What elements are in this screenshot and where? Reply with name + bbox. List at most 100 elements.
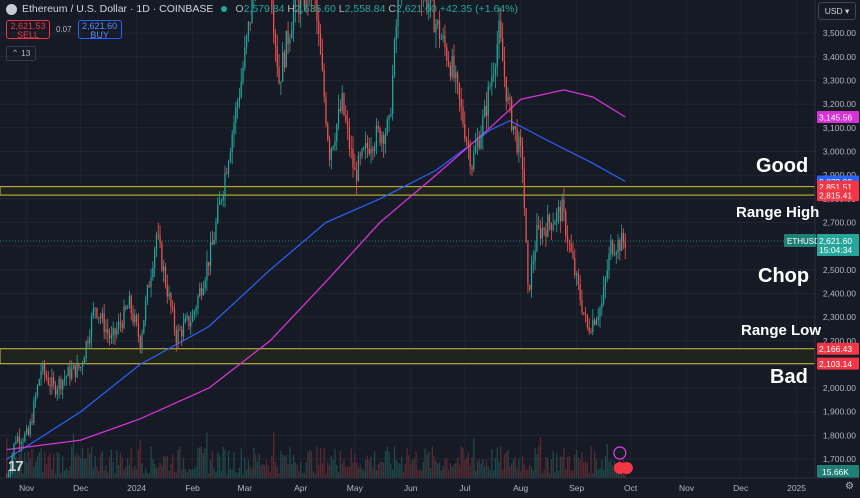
candle-body xyxy=(460,98,462,107)
candle-body xyxy=(123,306,125,328)
volume-bar xyxy=(265,460,268,478)
candle-body xyxy=(137,322,140,337)
candle-body xyxy=(442,35,444,39)
candle-body xyxy=(287,30,289,44)
zone-good xyxy=(0,185,816,196)
candle-body xyxy=(170,293,172,307)
volume-bar xyxy=(610,459,612,478)
volume-bar xyxy=(341,463,343,478)
volume-bar xyxy=(18,453,21,478)
volume-bar xyxy=(240,448,242,478)
volume-bar xyxy=(401,456,403,478)
candle-body xyxy=(383,135,385,145)
candle-body xyxy=(132,313,134,323)
volume-bar xyxy=(563,448,565,478)
price-tick-label: 1,800.00 xyxy=(823,430,856,440)
candle-body xyxy=(584,313,587,315)
candle-body xyxy=(316,0,318,21)
candle-body xyxy=(543,228,545,231)
candle-body xyxy=(166,285,168,297)
volume-bar xyxy=(608,461,610,478)
candle-body xyxy=(92,308,94,317)
volume-bar xyxy=(154,463,156,478)
currency-selector[interactable]: USD ▾ xyxy=(818,2,856,20)
volume-bar xyxy=(273,432,275,478)
volume-bar xyxy=(525,469,527,478)
candle-body xyxy=(65,376,67,379)
candle-body xyxy=(366,142,369,149)
candle-body xyxy=(292,7,295,31)
candle-body xyxy=(579,284,581,301)
volume-bar xyxy=(182,458,185,478)
candle-body xyxy=(612,240,614,255)
volume-bar xyxy=(503,454,506,478)
time-tick-label: Jul xyxy=(459,483,470,493)
tradingview-logo-icon[interactable]: 17 xyxy=(8,458,24,475)
candle-body xyxy=(9,467,12,474)
candle-body xyxy=(177,329,179,343)
zone-bad xyxy=(0,348,816,365)
candle-body xyxy=(458,83,461,99)
candle-body xyxy=(184,318,186,323)
candle-body xyxy=(599,307,601,318)
candle-body xyxy=(51,377,53,387)
candle-body xyxy=(435,23,437,33)
candle-body xyxy=(101,313,103,319)
candle-body xyxy=(357,155,360,181)
settings-gear-icon[interactable]: ⚙ xyxy=(845,481,854,492)
volume-bar xyxy=(545,457,547,478)
candle-body xyxy=(85,341,87,358)
volume-bar xyxy=(366,455,369,478)
candle-body xyxy=(550,223,552,230)
volume-bar xyxy=(480,463,482,478)
candle-body xyxy=(485,106,488,117)
candle-body xyxy=(559,206,561,222)
volume-bar xyxy=(90,446,93,478)
candle-body xyxy=(527,242,529,285)
time-tick-label: 2024 xyxy=(127,483,146,493)
indicators-toggle[interactable]: ⌃ 13 xyxy=(6,46,36,61)
volume-bar xyxy=(592,473,594,478)
spread-value: 0.07 xyxy=(56,25,72,34)
volume-bar xyxy=(69,466,71,478)
candle-body xyxy=(199,288,201,297)
candle-body xyxy=(583,312,585,314)
candle-body xyxy=(134,315,136,323)
volume-bar xyxy=(16,460,19,478)
volume-bar xyxy=(491,449,493,478)
countdown-text: 15:04:34 xyxy=(819,245,852,255)
candle-body xyxy=(610,240,612,254)
volume-bar xyxy=(76,453,78,478)
volume-bar xyxy=(473,438,475,478)
time-tick-label: Nov xyxy=(19,483,35,493)
candle-body xyxy=(489,86,491,87)
buy-button[interactable]: 2,621.60 BUY xyxy=(77,20,122,40)
candle-body xyxy=(16,436,19,442)
price-tick-label: 3,000.00 xyxy=(823,146,856,156)
volume-bar xyxy=(496,447,498,478)
volume-bar xyxy=(565,469,567,478)
candle-body xyxy=(135,315,138,323)
volume-bar xyxy=(460,446,462,478)
moving-average-slow xyxy=(6,89,626,451)
time-tick-label: Oct xyxy=(624,483,638,493)
volume-bar xyxy=(121,457,123,478)
candle-body xyxy=(179,329,181,331)
volume-bar xyxy=(67,470,69,478)
volume-bar xyxy=(411,459,414,478)
candle-body xyxy=(330,148,332,160)
candle-body xyxy=(471,166,473,170)
volume-bar xyxy=(350,448,352,478)
volume-bar xyxy=(209,460,212,478)
sell-button[interactable]: 2,621.53 SELL xyxy=(6,20,50,40)
candle-body xyxy=(69,367,71,379)
candle-body xyxy=(119,321,122,325)
volume-bar xyxy=(478,459,480,478)
volume-bar xyxy=(218,455,221,478)
volume-bar xyxy=(72,433,75,478)
candle-body xyxy=(449,65,451,77)
volume-bar xyxy=(606,444,608,478)
candle-body xyxy=(355,170,358,181)
symbol-title[interactable]: Ethereum / U.S. Dollar · 1D · COINBASE xyxy=(22,3,214,15)
